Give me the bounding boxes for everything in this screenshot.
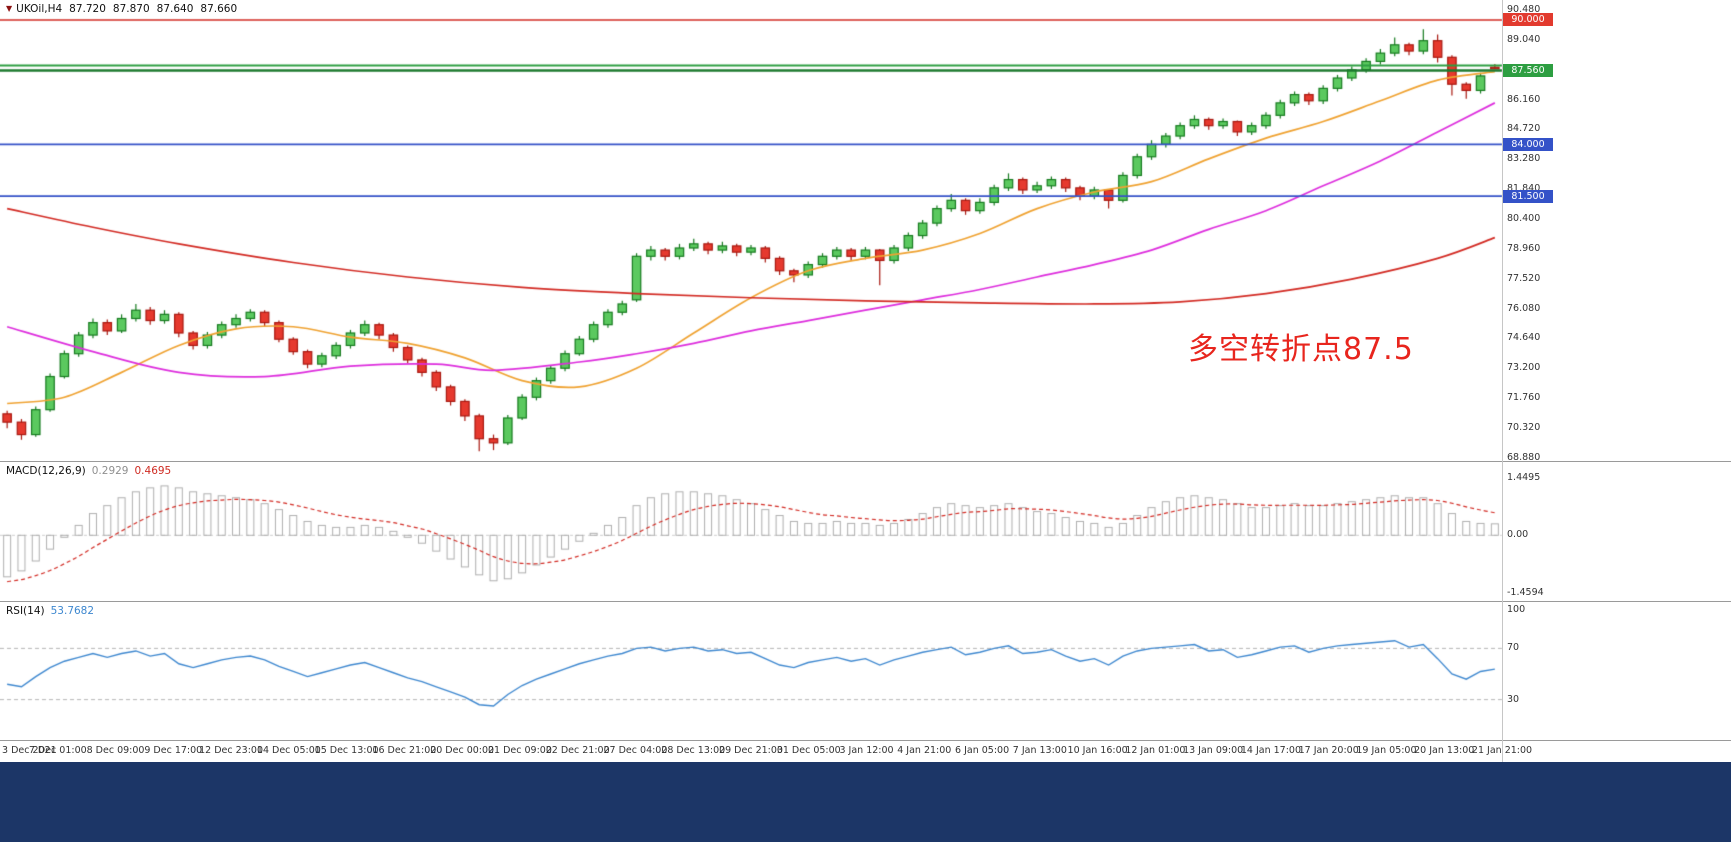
price-axis-label: 80.400 bbox=[1507, 212, 1541, 224]
price-axis-label: 81.840 bbox=[1507, 183, 1541, 195]
time-axis-label: 19 Jan 05:00 bbox=[1356, 745, 1417, 756]
main-chart-panel: ▼ UKOil,H4 87.720 87.870 87.640 87.660 多空转折点8… bbox=[0, 0, 1731, 463]
time-axis-label: 7 Dec 01:00 bbox=[28, 745, 87, 756]
macd-canvas[interactable] bbox=[0, 462, 1731, 601]
macd-label: MACD(12,26,9) 0.2929 0.4695 bbox=[6, 465, 171, 477]
time-axis-label: 4 Jan 21:00 bbox=[897, 745, 952, 756]
price-axis-label: 89.040 bbox=[1507, 33, 1541, 45]
macd-name: MACD(12,26,9) bbox=[6, 465, 86, 477]
quote-high: 87.870 bbox=[112, 3, 150, 15]
rsi-name: RSI(14) bbox=[6, 605, 45, 617]
symbol-timeframe: UKOil,H4 bbox=[16, 3, 63, 15]
price-axis-label: 68.880 bbox=[1507, 451, 1541, 463]
time-axis-label: 17 Jan 20:00 bbox=[1298, 745, 1359, 756]
time-axis-label: 16 Dec 21:00 bbox=[372, 745, 437, 756]
time-axis-label: 22 Dec 21:00 bbox=[545, 745, 610, 756]
quote-close: 87.660 bbox=[200, 3, 238, 15]
time-axis-label: 14 Dec 05:00 bbox=[256, 745, 321, 756]
price-axis-label: 90.480 bbox=[1507, 4, 1541, 15]
time-axis-label: 20 Dec 00:00 bbox=[430, 745, 495, 756]
main-chart-canvas[interactable] bbox=[0, 0, 1731, 461]
price-axis-label: 77.520 bbox=[1507, 272, 1541, 284]
rsi-value: 53.7682 bbox=[50, 605, 95, 617]
rsi-axis-label: 30 bbox=[1507, 693, 1520, 705]
time-axis-label: 29 Dec 21:00 bbox=[719, 745, 783, 756]
time-axis-label: 14 Jan 17:00 bbox=[1240, 745, 1301, 756]
price-axis-label: 78.960 bbox=[1507, 242, 1541, 254]
rsi-label: RSI(14) 53.7682 bbox=[6, 605, 94, 617]
time-axis-label: 31 Dec 05:00 bbox=[776, 745, 841, 756]
price-axis-label: 74.640 bbox=[1507, 332, 1541, 344]
time-axis-label: 3 Jan 12:00 bbox=[839, 745, 894, 756]
axis-divider-line bbox=[1502, 0, 1503, 762]
time-axis-label: 7 Jan 13:00 bbox=[1012, 745, 1067, 756]
time-axis-label: 13 Jan 09:00 bbox=[1183, 745, 1244, 756]
time-axis-label: 10 Jan 16:00 bbox=[1067, 745, 1128, 756]
macd-axis-label: 1.4495 bbox=[1507, 472, 1541, 483]
footer-bar bbox=[0, 762, 1731, 842]
macd-value: 0.2929 bbox=[91, 465, 129, 477]
time-axis-label: 6 Jan 05:00 bbox=[955, 745, 1010, 756]
quote-low: 87.640 bbox=[156, 3, 194, 15]
annotation-text: 多空转折点87.5 bbox=[1188, 332, 1414, 367]
price-axis-label: 86.160 bbox=[1507, 93, 1541, 105]
price-axis-label: 73.200 bbox=[1507, 362, 1541, 374]
rsi-axis-label: 100 bbox=[1507, 604, 1526, 615]
chart-symbol-icon: ▼ bbox=[6, 4, 13, 13]
time-axis-label: 12 Dec 23:00 bbox=[199, 745, 264, 756]
time-axis-label: 28 Dec 13:00 bbox=[661, 745, 726, 756]
rsi-canvas[interactable] bbox=[0, 602, 1731, 740]
time-axis-label: 12 Jan 01:00 bbox=[1125, 745, 1186, 756]
price-badge: 81.500 bbox=[1503, 189, 1553, 203]
price-axis-label: 71.760 bbox=[1507, 392, 1541, 404]
time-axis-label: 15 Dec 13:00 bbox=[314, 745, 379, 756]
time-axis-label: 27 Dec 04:00 bbox=[603, 745, 668, 756]
price-axis-label: 76.080 bbox=[1507, 302, 1541, 314]
macd-signal-value: 0.4695 bbox=[134, 465, 172, 477]
time-axis-label: 8 Dec 09:00 bbox=[86, 745, 145, 756]
macd-axis-label: -1.4594 bbox=[1507, 587, 1544, 598]
rsi-axis-label: 70 bbox=[1507, 642, 1520, 654]
macd-axis-label: 0.00 bbox=[1507, 529, 1529, 541]
chart-title: ▼ UKOil,H4 87.720 87.870 87.640 87.660 bbox=[6, 3, 237, 15]
price-badge: 87.560 bbox=[1503, 64, 1553, 78]
time-axis[interactable]: 3 Dec 2021 7 Dec 01:00 8 Dec 09:00 9 Dec 17… bbox=[0, 741, 1731, 762]
price-badge: 84.000 bbox=[1503, 137, 1553, 151]
time-axis-label: 21 Dec 09:00 bbox=[487, 745, 552, 756]
price-badge: 90.000 bbox=[1503, 13, 1553, 27]
time-axis-label: 20 Jan 13:00 bbox=[1414, 745, 1475, 756]
time-axis-label: 9 Dec 17:00 bbox=[144, 745, 203, 756]
price-axis-label: 83.280 bbox=[1507, 153, 1541, 165]
rsi-panel: RSI(14) 53.7682 100 70 30 bbox=[0, 602, 1731, 741]
price-axis-label: 70.320 bbox=[1507, 421, 1541, 433]
time-axis-label: 3 Dec 2021 bbox=[2, 745, 57, 756]
price-axis-label: 84.720 bbox=[1507, 123, 1541, 135]
macd-panel: MACD(12,26,9) 0.2929 0.4695 1.4495 0.00 -1.4… bbox=[0, 462, 1731, 602]
quote-open: 87.720 bbox=[69, 3, 106, 15]
